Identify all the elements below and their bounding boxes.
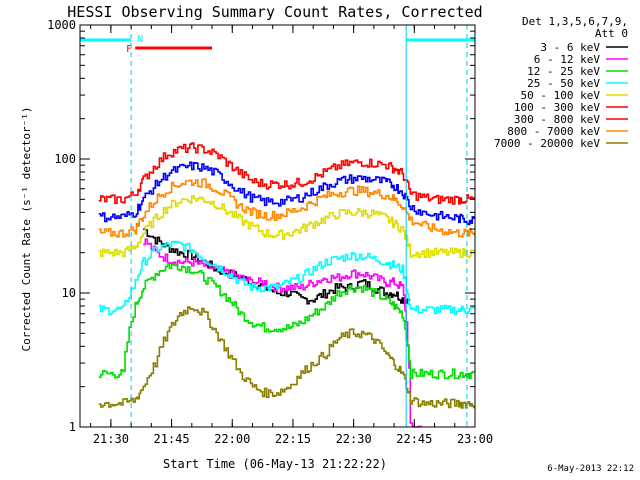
x-axis-label: Start Time (06-May-13 21:22:22)	[163, 457, 387, 471]
legend-label: 800 - 7000 keV	[507, 125, 600, 138]
plot-frame	[79, 24, 476, 428]
y-tick-label: 10	[62, 286, 76, 300]
legend-label: 25 - 50 keV	[527, 77, 600, 90]
x-tick-label: 21:30	[93, 432, 129, 446]
series-layer	[98, 142, 475, 428]
series-line	[98, 306, 475, 409]
datestamp: 6-May-2013 22:12	[547, 464, 634, 474]
x-tick-label: 22:30	[336, 432, 372, 446]
series-line	[98, 178, 475, 238]
legend-header-line: Det 1,3,5,6,7,9,	[522, 15, 628, 28]
series-line	[98, 161, 475, 226]
axis-ticks: 21:30 21:45 22:00 22:15 22:30 22:45 23:00 1 10 10…	[47, 18, 493, 446]
series-line	[98, 195, 475, 259]
y-tick-label: 1	[69, 420, 76, 434]
legend-label: 100 - 300 keV	[514, 101, 600, 114]
legend-label: 6 - 12 keV	[534, 53, 601, 66]
legend-label: 12 - 25 keV	[527, 65, 600, 78]
y-axis-label: Corrected Count Rate (s⁻¹ detector⁻¹)	[20, 106, 33, 351]
x-tick-label: 23:00	[457, 432, 493, 446]
x-tick-label: 21:45	[154, 432, 190, 446]
legend-label: 7000 - 20000 keV	[494, 137, 600, 150]
legend-header-line: Att 0	[595, 27, 628, 40]
legend-label: 300 - 800 keV	[514, 113, 600, 126]
legend-header: Det 1,3,5,6,7,9,Att 0	[522, 15, 628, 40]
series-line	[98, 142, 475, 205]
series-line	[98, 240, 475, 316]
x-tick-label: 22:15	[275, 432, 311, 446]
legend-label: 3 - 6 keV	[540, 41, 600, 54]
series-line	[143, 238, 423, 428]
legend-label: 50 - 100 keV	[521, 89, 601, 102]
annotation-label: N	[137, 34, 143, 45]
annotation-label: F	[126, 44, 132, 55]
y-tick-label: 1000	[47, 18, 76, 32]
chart-title: HESSI Observing Summary Count Rates, Cor…	[67, 3, 482, 21]
x-tick-label: 22:00	[214, 432, 250, 446]
y-tick-label: 100	[54, 152, 76, 166]
annotation-layer: FN	[80, 25, 475, 427]
series-line	[98, 263, 475, 380]
x-tick-label: 22:45	[396, 432, 432, 446]
